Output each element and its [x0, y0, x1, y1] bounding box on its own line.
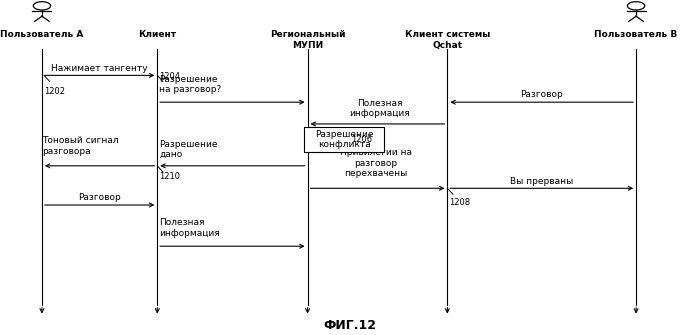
Text: 1206: 1206 [351, 135, 372, 144]
Text: Клиент: Клиент [138, 30, 176, 39]
Text: Тоновый сигнал
разговора: Тоновый сигнал разговора [42, 136, 119, 156]
Text: Разговор: Разговор [78, 193, 121, 202]
Text: Полезная
информация: Полезная информация [350, 98, 410, 118]
Text: Привилегии на
разговор
перехвачены: Привилегии на разговор перехвачены [340, 148, 412, 178]
Text: Разговор: Разговор [520, 90, 563, 99]
Text: Разрешение
конфликта: Разрешение конфликта [315, 130, 373, 149]
Text: 1210: 1210 [159, 172, 180, 181]
Text: Клиент системы
Qchat: Клиент системы Qchat [405, 30, 490, 50]
Text: 1204: 1204 [159, 72, 180, 81]
Text: Полезная
информация: Полезная информация [159, 218, 220, 238]
Text: Разрешение
на разговор?: Разрешение на разговор? [159, 75, 222, 94]
Text: Региональный
МУПИ: Региональный МУПИ [270, 30, 345, 50]
Text: ФИГ.12: ФИГ.12 [323, 319, 376, 332]
Text: 1202: 1202 [44, 87, 65, 96]
Bar [304, 127, 384, 152]
Text: 1208: 1208 [449, 198, 470, 207]
Text: Разрешение
дано: Разрешение дано [159, 140, 218, 159]
Text: Вы прерваны: Вы прерваны [510, 177, 573, 186]
Text: Пользователь А: Пользователь А [0, 30, 84, 39]
Text: Нажимает тангенту: Нажимает тангенту [51, 64, 147, 73]
Text: Пользователь В: Пользователь В [594, 30, 678, 39]
